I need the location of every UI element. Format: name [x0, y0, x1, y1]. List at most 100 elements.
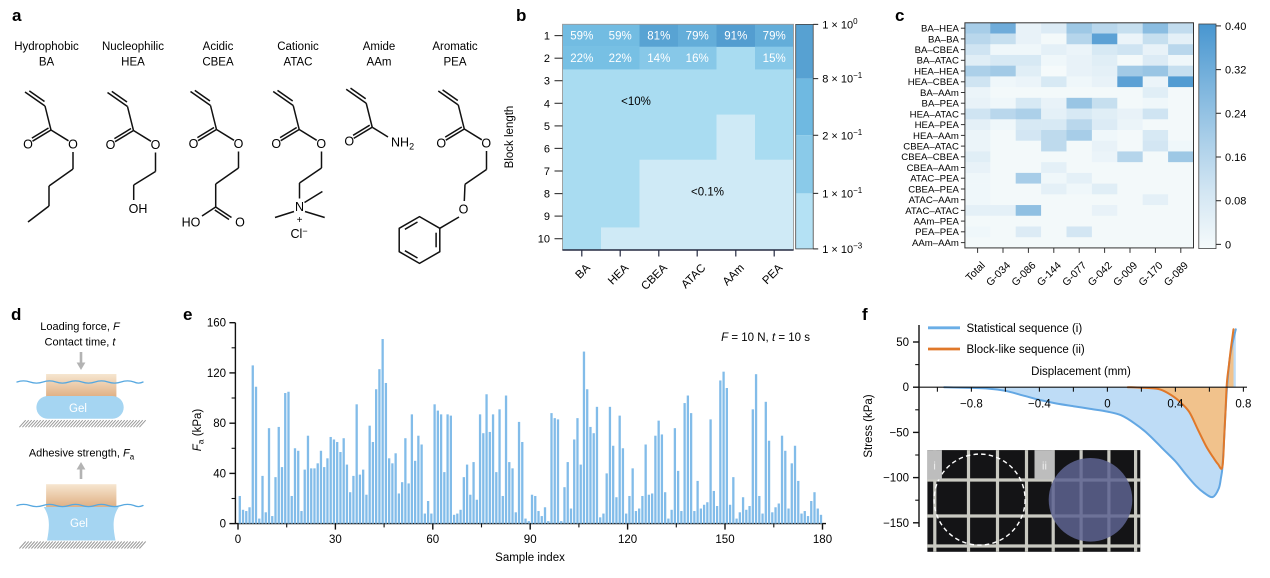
svg-text:120: 120 [207, 368, 226, 380]
svg-text:O: O [344, 135, 354, 149]
svg-text:b: b [516, 6, 526, 25]
svg-text:16%: 16% [686, 53, 709, 65]
svg-text:Gel: Gel [69, 403, 87, 415]
svg-text:O: O [436, 137, 446, 151]
svg-text:G-086: G-086 [1009, 260, 1038, 289]
svg-text:30: 30 [329, 534, 342, 546]
svg-text:O: O [271, 137, 281, 151]
svg-text:6: 6 [544, 143, 550, 155]
svg-text:120: 120 [618, 534, 637, 546]
svg-text:3: 3 [544, 76, 550, 88]
svg-text:G-009: G-009 [1111, 260, 1140, 289]
svg-text:ii: ii [1042, 461, 1047, 473]
svg-text:1: 1 [544, 31, 550, 43]
svg-text:15%: 15% [763, 53, 786, 65]
svg-text:−0.8: −0.8 [960, 399, 983, 411]
svg-text:81%: 81% [647, 31, 670, 43]
svg-text:BA–PEA: BA–PEA [922, 99, 960, 110]
svg-text:HEA: HEA [606, 262, 631, 287]
svg-text:ATAC–ATAC: ATAC–ATAC [905, 206, 959, 217]
svg-text:−50: −50 [889, 427, 909, 439]
svg-text:G-089: G-089 [1162, 260, 1191, 289]
svg-text:0: 0 [1225, 239, 1231, 251]
svg-text:CBEA–PEA: CBEA–PEA [908, 184, 959, 195]
svg-text:HEA–HEA: HEA–HEA [914, 66, 959, 77]
svg-text:Nucleophilic: Nucleophilic [102, 41, 164, 53]
svg-text:PEA: PEA [761, 262, 786, 287]
svg-text:BA: BA [574, 262, 594, 282]
svg-text:1 × 10−1: 1 × 10−1 [822, 186, 863, 201]
svg-text:<0.1%: <0.1% [691, 187, 724, 199]
svg-text:O: O [481, 137, 491, 151]
svg-text:HEA–CBEA: HEA–CBEA [908, 77, 960, 88]
svg-text:8: 8 [544, 189, 550, 201]
svg-text:ATAC–PEA: ATAC–PEA [910, 174, 959, 185]
svg-text:59%: 59% [570, 31, 593, 43]
svg-text:O: O [189, 137, 199, 151]
svg-text:a: a [12, 6, 22, 25]
svg-text:BA–CBEA: BA–CBEA [915, 45, 960, 56]
svg-text:O: O [234, 137, 244, 151]
svg-text:BA–BA: BA–BA [928, 34, 960, 45]
svg-text:0.16: 0.16 [1225, 152, 1246, 164]
svg-text:22%: 22% [570, 53, 593, 65]
svg-text:G-144: G-144 [1035, 260, 1064, 289]
svg-text:10: 10 [538, 234, 550, 246]
svg-text:d: d [11, 305, 21, 324]
svg-text:CBEA: CBEA [202, 57, 234, 69]
svg-text:BA–ATAC: BA–ATAC [917, 56, 959, 67]
svg-text:c: c [895, 6, 904, 25]
svg-text:Amide: Amide [363, 41, 396, 53]
svg-text:F = 10 N, t = 10 s: F = 10 N, t = 10 s [721, 332, 810, 344]
svg-text:PEA: PEA [443, 57, 466, 69]
svg-text:Acidic: Acidic [203, 41, 234, 53]
svg-text:79%: 79% [763, 31, 786, 43]
svg-text:N: N [295, 200, 304, 214]
svg-text:0.4: 0.4 [1167, 399, 1184, 411]
svg-text:Displacement (mm): Displacement (mm) [1031, 366, 1131, 378]
svg-text:+: + [297, 215, 303, 226]
svg-text:0: 0 [903, 382, 909, 394]
svg-text:AAm: AAm [367, 57, 392, 69]
svg-text:Hydrophobic: Hydrophobic [14, 41, 79, 53]
svg-text:Contact time, t: Contact time, t [45, 337, 117, 349]
svg-text:BA: BA [39, 57, 55, 69]
svg-text:G-170: G-170 [1136, 260, 1165, 289]
svg-text:8 × 10−1: 8 × 10−1 [822, 71, 863, 86]
svg-text:0.32: 0.32 [1225, 65, 1246, 77]
svg-text:9: 9 [544, 211, 550, 223]
svg-text:G-034: G-034 [984, 260, 1013, 289]
svg-text:150: 150 [715, 534, 734, 546]
svg-text:−150: −150 [883, 518, 909, 530]
svg-text:1 × 100: 1 × 100 [822, 17, 858, 32]
svg-text:O: O [235, 216, 245, 230]
svg-text:O: O [316, 137, 326, 151]
svg-text:O: O [459, 203, 469, 217]
svg-text:80: 80 [213, 418, 226, 430]
svg-text:Adhesive strength, Fa: Adhesive strength, Fa [29, 448, 135, 462]
svg-text:HEA–PEA: HEA–PEA [915, 120, 960, 131]
svg-text:f: f [862, 305, 868, 324]
svg-text:O: O [106, 138, 116, 152]
svg-text:G-077: G-077 [1060, 260, 1089, 289]
svg-text:Stress (kPa): Stress (kPa) [863, 394, 875, 457]
svg-text:0.40: 0.40 [1225, 21, 1246, 33]
svg-text:ATAC: ATAC [284, 57, 313, 69]
svg-text:HEA–AAm: HEA–AAm [913, 131, 959, 142]
svg-text:O: O [151, 138, 161, 152]
svg-text:160: 160 [207, 318, 226, 330]
svg-text:180: 180 [813, 534, 832, 546]
svg-text:Gel: Gel [70, 518, 88, 530]
svg-text:G-042: G-042 [1086, 260, 1115, 289]
svg-text:CBEA–CBEA: CBEA–CBEA [901, 152, 959, 163]
svg-text:−100: −100 [883, 473, 909, 485]
svg-text:HEA: HEA [121, 57, 145, 69]
svg-text:HEA–ATAC: HEA–ATAC [910, 109, 959, 120]
svg-text:AAm–PEA: AAm–PEA [914, 217, 960, 228]
svg-text:90: 90 [524, 534, 537, 546]
svg-text:BA–AAm: BA–AAm [920, 88, 959, 99]
svg-text:O: O [68, 138, 78, 152]
svg-text:0: 0 [235, 534, 241, 546]
svg-text:91%: 91% [724, 31, 747, 43]
svg-text:HO: HO [182, 216, 201, 230]
